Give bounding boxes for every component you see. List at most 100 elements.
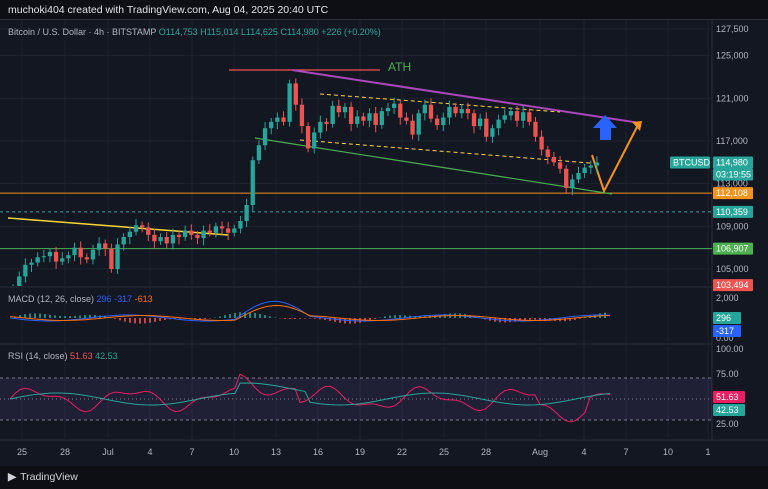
candle-body	[318, 121, 323, 133]
candle-body	[47, 251, 53, 257]
time-tick-label: 7	[189, 447, 194, 457]
brand-text: TradingView	[20, 471, 78, 483]
candle-body	[293, 83, 298, 105]
candles	[12, 78, 600, 286]
macd-signal-value: -317	[114, 294, 133, 304]
candle-body	[84, 257, 89, 260]
candle-body	[256, 145, 262, 161]
price-tag: 106,907	[716, 244, 749, 254]
price-tick-label: 121,000	[716, 93, 749, 103]
macd-value-tag-bg	[713, 312, 741, 324]
price-tick-label: 125,000	[716, 51, 749, 61]
candle-body	[416, 113, 421, 135]
rsi-axis-label: 75.00	[716, 369, 739, 379]
rsi-ma-line	[9, 382, 611, 406]
candle-body	[226, 228, 231, 233]
candle-body	[219, 226, 225, 229]
candle-body	[588, 165, 593, 168]
candle-body	[348, 106, 354, 124]
candle-body	[551, 157, 557, 163]
time-tick-label: 28	[481, 447, 491, 457]
macd-label: MACD (12, 26, close)	[8, 294, 95, 304]
candle-body	[533, 121, 538, 137]
candle-body	[428, 104, 434, 119]
candle-body	[269, 121, 274, 129]
rsi-ma-tag-bg	[713, 404, 745, 416]
macd-axis-label: 0.00	[716, 333, 734, 343]
candle-body	[146, 227, 151, 235]
candle-body	[29, 262, 34, 265]
rsi-legend: RSI (14, close) 51.63 42.53	[8, 351, 118, 361]
rsi-ma-value: 42.53	[95, 351, 118, 361]
candle-body	[41, 256, 46, 258]
candle-body	[115, 244, 120, 269]
rsi-axis-label: 25.00	[716, 419, 739, 429]
candle-body	[96, 243, 102, 250]
price-legend: Bitcoin / U.S. Dollar · 4h · BITSTAMP O1…	[8, 27, 381, 37]
change-value: +226 (+0.20%)	[321, 27, 381, 37]
candle-body	[189, 230, 194, 235]
macd-pane	[9, 300, 611, 324]
candle-body	[250, 160, 255, 205]
price-tick-label: 109,000	[716, 221, 749, 231]
candle-body	[379, 111, 384, 125]
candle-body	[367, 113, 372, 121]
macd-hist-value: -613	[134, 294, 153, 304]
candle-body	[539, 136, 544, 150]
price-labels: BTCUSD 114,980 03:19:55 112,108 110,359 106,9…	[670, 156, 753, 416]
candle-body	[183, 230, 188, 237]
time-tick-label: 19	[355, 447, 365, 457]
time-tick-label: 25	[439, 447, 449, 457]
candle-body	[127, 231, 132, 237]
candle-body	[502, 115, 507, 120]
grid	[0, 20, 712, 440]
time-tick-label: Aug	[532, 447, 548, 457]
candle-body	[262, 128, 268, 146]
time-tick-label: Jul	[102, 447, 114, 457]
candle-body	[465, 109, 471, 114]
candle-body	[324, 121, 329, 124]
symbol-tag-bg	[670, 156, 710, 169]
rsi-line	[9, 373, 611, 423]
candle-body	[176, 234, 182, 237]
candle-body	[281, 117, 286, 122]
current-price-tag: 114,980	[716, 158, 748, 168]
trend-drawings	[7, 69, 642, 236]
candle-body	[23, 264, 28, 277]
candle-body	[336, 105, 341, 113]
candle-body	[275, 117, 280, 122]
current-price-tag-bg	[713, 156, 753, 169]
time-axis: 25 28 Jul 4 7 10 13 16 19 22 25 28 Aug 4 7 10 1	[17, 447, 711, 457]
candle-body	[78, 247, 83, 258]
candle-body	[570, 179, 575, 188]
candle-body	[496, 119, 501, 129]
rsi-value-tag-bg	[713, 391, 745, 403]
candle-body	[158, 237, 163, 242]
candle-body	[490, 128, 495, 137]
candle-body	[238, 221, 243, 229]
projection-path	[591, 124, 639, 194]
macd-signal-tag: -317	[716, 326, 734, 336]
candle-body	[564, 168, 569, 188]
candle-body	[164, 237, 169, 244]
candle-body	[447, 106, 452, 118]
footer: ▶ TradingView	[0, 466, 768, 489]
time-tick-label: 28	[60, 447, 70, 457]
time-tick-label: 4	[581, 447, 586, 457]
candle-body	[471, 113, 477, 127]
candle-body	[342, 106, 348, 113]
candle-body	[53, 251, 59, 262]
price-tick-label: 127,500	[716, 24, 749, 34]
price-tag-bg	[713, 205, 753, 218]
projection-arrowhead	[632, 121, 642, 131]
time-tick-label: 16	[313, 447, 323, 457]
candle-body	[139, 225, 145, 228]
candle-body	[385, 107, 391, 112]
price-tag-bg	[713, 279, 753, 292]
tradingview-logo-icon: ▶	[8, 471, 17, 483]
candle-body	[60, 258, 65, 262]
rsi-value: 51.63	[70, 351, 93, 361]
price-axis: 127,500 125,000 121,000 117,000 113,000 109,0…	[716, 24, 749, 429]
rsi-ma-tag: 42.53	[716, 405, 739, 415]
candle-body	[361, 116, 366, 121]
